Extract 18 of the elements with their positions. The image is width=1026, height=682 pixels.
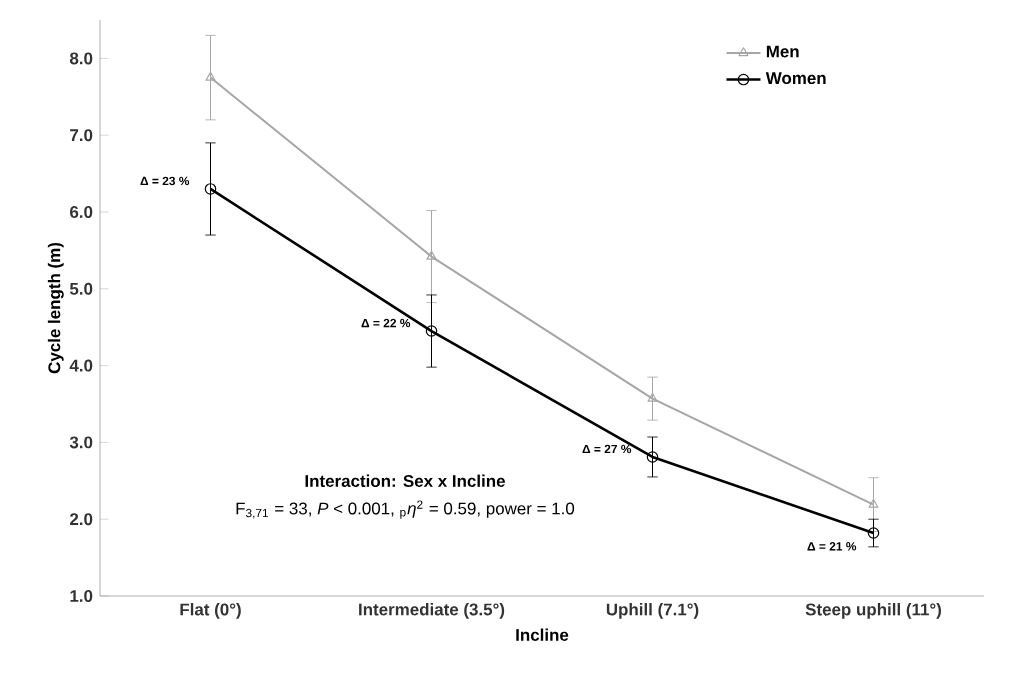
y-tick-label: 8.0 [69, 52, 93, 65]
y-tick-label: 7.0 [70, 129, 93, 142]
legend-label: Women [765, 72, 826, 85]
y-tick-label: 2.0 [70, 513, 93, 526]
legend-label: Men [766, 45, 799, 58]
y-tick-label: 1.0 [70, 590, 93, 602]
x-tick-label: Steep uphill (11°) [805, 603, 941, 619]
x-tick-label: Intermediate (3.5°) [359, 603, 505, 619]
annotation: Interaction: Sex x Incline [305, 474, 505, 488]
text: F$_{3,71}$ = 33, P < 0.001, $_{p}$η$^{2}$ = 0.59, power = 1.0 [236, 500, 575, 519]
x-tick-label: Uphill (7.1°) [606, 603, 699, 619]
y-tick-label: 6.0 [70, 206, 93, 218]
y-tick-label: 4.0 [69, 359, 93, 372]
y-tick-label: 3.0 [69, 436, 93, 449]
y-axis-title: Cycle length (m) [47, 243, 64, 374]
y-tick-label: 5.0 [69, 282, 93, 295]
x-axis-title: Incline [516, 628, 569, 641]
x-tick-label: Flat (0°) [180, 603, 241, 619]
